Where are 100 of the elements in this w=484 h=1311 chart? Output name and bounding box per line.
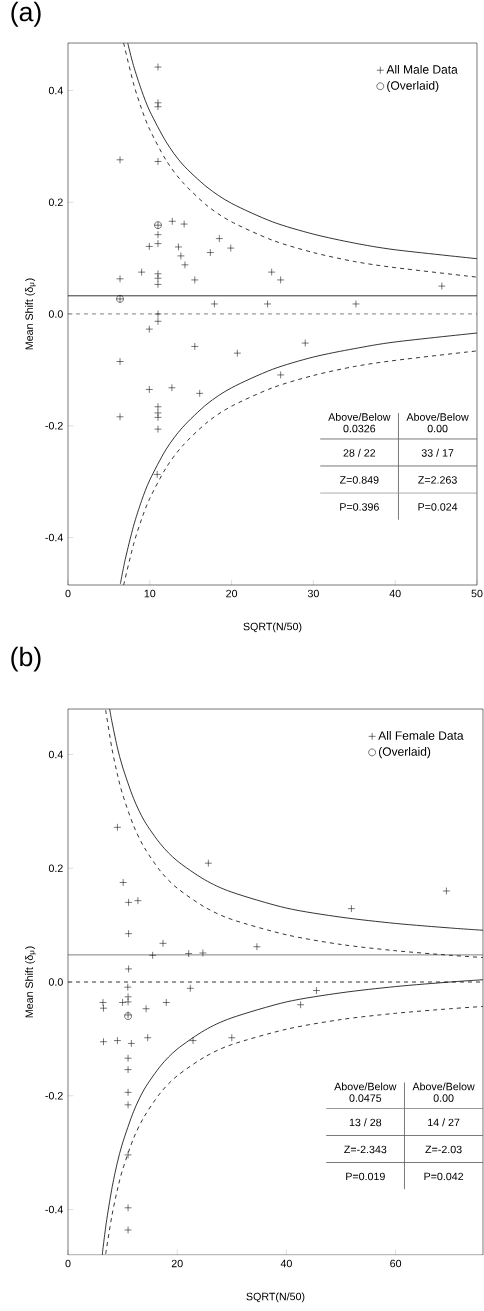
annotation: P=0.019 <box>346 1172 385 1181</box>
y-axis-title: Mean Shift (δ$_{μ}$) <box>25 278 36 350</box>
point <box>154 280 162 289</box>
y-tick-label: -0.4 <box>45 533 63 542</box>
point <box>145 385 154 394</box>
x-tick-label: 40 <box>280 1259 292 1268</box>
point <box>301 339 309 347</box>
y-tick-label: 0.0 <box>48 978 63 986</box>
point <box>124 898 133 907</box>
point <box>174 243 183 251</box>
y-tick-label: -0.2 <box>45 1091 63 1100</box>
point <box>119 878 127 887</box>
point <box>267 268 276 276</box>
point <box>124 1151 132 1159</box>
annotation: 28 / 22 <box>343 448 376 457</box>
point <box>352 300 360 308</box>
point <box>124 998 132 1006</box>
point <box>113 823 122 832</box>
point <box>116 156 124 164</box>
point <box>199 949 207 957</box>
point <box>442 887 451 895</box>
legend-label: All Male Data <box>386 64 458 74</box>
annotation: P=0.396 <box>340 503 379 511</box>
point <box>118 998 127 1007</box>
annotation: 0.00 <box>427 424 448 433</box>
point <box>195 389 204 398</box>
y-tick-label: -0.4 <box>45 1205 63 1214</box>
point <box>159 939 167 948</box>
x-tick-label: 30 <box>307 589 319 598</box>
point <box>168 217 177 225</box>
point <box>153 470 161 479</box>
point <box>438 282 446 290</box>
point <box>154 413 162 422</box>
point <box>124 1065 132 1074</box>
point <box>124 1088 132 1097</box>
point <box>227 244 235 252</box>
annotation: 14 / 27 <box>428 1118 460 1127</box>
point <box>210 300 219 308</box>
point <box>296 1001 305 1009</box>
point <box>154 403 162 411</box>
point <box>233 349 242 357</box>
annotation: P=0.024 <box>418 503 458 511</box>
point <box>154 274 162 282</box>
point <box>154 157 162 166</box>
chart-title: (b) <box>11 646 41 672</box>
point <box>253 943 261 951</box>
point <box>204 859 213 867</box>
annotation: Above/Below <box>334 1082 397 1091</box>
annotation: Above/Below <box>412 1082 475 1091</box>
point <box>99 998 107 1007</box>
x-tick-label: 60 <box>390 1259 402 1268</box>
annotation: 33 / 17 <box>421 448 454 457</box>
point <box>134 896 142 905</box>
y-tick-label: 0.2 <box>48 198 63 207</box>
point <box>124 929 133 938</box>
y-tick-label: 0.4 <box>48 750 63 759</box>
point <box>154 102 162 111</box>
point <box>206 248 215 257</box>
annotation: Z=-2.03 <box>425 1145 462 1154</box>
point <box>276 276 285 284</box>
x-tick-label: 40 <box>389 589 401 598</box>
point <box>154 63 162 71</box>
point <box>180 220 188 228</box>
point <box>124 993 132 1001</box>
point <box>154 230 162 239</box>
point <box>347 904 356 913</box>
legend-label: (Overlaid) <box>387 80 439 93</box>
point <box>124 1204 132 1212</box>
y-tick-label: 0.0 <box>48 310 63 318</box>
legend-label: All Female Data <box>378 730 464 740</box>
point <box>124 965 133 973</box>
point <box>186 984 195 992</box>
annotation: 0.0326 <box>343 424 376 433</box>
point <box>215 234 224 243</box>
y-tick-label: -0.2 <box>45 421 63 430</box>
point <box>124 1054 132 1062</box>
annotation: Above/Below <box>406 412 469 421</box>
point <box>116 413 124 421</box>
chart-title: (a) <box>11 1 41 27</box>
point <box>116 275 124 283</box>
annotation: Above/Below <box>328 412 391 421</box>
point <box>154 409 162 417</box>
point <box>127 1039 136 1048</box>
point <box>99 1037 108 1046</box>
x-tick-label: 0 <box>65 1259 71 1268</box>
point <box>191 342 199 351</box>
annotation: Z=2.263 <box>418 476 457 484</box>
point <box>177 252 185 260</box>
x-axis-title: SQRT(N/50) <box>246 1292 305 1303</box>
point <box>228 1034 236 1042</box>
point <box>263 300 272 308</box>
point <box>154 270 162 278</box>
point <box>113 1036 122 1045</box>
annotation: 13 / 28 <box>349 1118 382 1127</box>
x-axis-title: SQRT(N/50) <box>243 622 302 633</box>
point <box>168 384 176 392</box>
point <box>154 317 162 326</box>
point <box>145 242 154 251</box>
point <box>154 310 162 318</box>
point <box>124 1226 132 1234</box>
